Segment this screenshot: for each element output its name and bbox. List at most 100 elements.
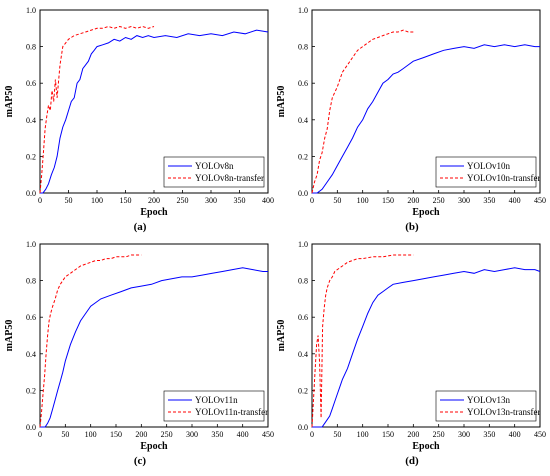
y-tick-label: 0.8	[26, 43, 36, 52]
plot-frame	[311, 9, 541, 194]
y-tick-label: 0.2	[26, 386, 36, 395]
x-tick-label: 50	[65, 196, 73, 205]
legend-box	[435, 156, 537, 188]
x-tick-label: 0	[310, 196, 314, 205]
x-axis-label: Epoch	[140, 207, 168, 218]
x-tick-label: 300	[186, 430, 198, 439]
y-tick-label: 0.0	[298, 423, 308, 432]
y-tick-label: 0.8	[26, 277, 36, 286]
x-tick-label: 300	[458, 196, 470, 205]
y-axis-label: mAP50	[4, 86, 15, 118]
x-axis-label: Epoch	[412, 441, 440, 452]
legend-entry-1: YOLOv10n-transfer	[467, 173, 540, 183]
y-tick-label: 0.4	[26, 116, 36, 125]
x-tick-label: 100	[357, 430, 369, 439]
x-tick-label: 350	[234, 196, 246, 205]
series-line-1	[311, 254, 414, 428]
y-tick-label: 1.0	[298, 6, 308, 15]
legend-entry-0: YOLOv10n	[467, 161, 510, 171]
y-tick-label: 0.6	[26, 313, 36, 322]
legend-entry-1: YOLOv11n-transfer	[195, 407, 268, 417]
panel-label: (c)	[134, 455, 147, 467]
x-tick-label: 100	[85, 430, 97, 439]
x-axis-label: Epoch	[412, 207, 440, 218]
x-tick-label: 400	[509, 430, 521, 439]
y-tick-label: 0.2	[26, 152, 36, 161]
series-line-0	[312, 267, 541, 428]
x-tick-label: 300	[458, 430, 470, 439]
series-line-1	[39, 25, 155, 194]
x-tick-label: 50	[61, 430, 69, 439]
y-tick-label: 0.0	[298, 189, 308, 198]
series-line-0	[312, 44, 540, 194]
x-tick-label: 0	[38, 196, 42, 205]
x-tick-label: 400	[509, 196, 521, 205]
x-tick-label: 100	[357, 196, 369, 205]
series-line-1	[311, 29, 414, 194]
x-tick-label: 300	[205, 196, 217, 205]
x-tick-label: 0	[310, 430, 314, 439]
y-tick-label: 0.6	[298, 313, 308, 322]
x-tick-label: 200	[407, 430, 419, 439]
series-line-1	[39, 254, 142, 428]
x-tick-label: 250	[161, 430, 173, 439]
y-tick-label: 0.6	[26, 79, 36, 88]
y-tick-label: 1.0	[298, 240, 308, 249]
y-tick-label: 0.8	[298, 43, 308, 52]
x-tick-label: 150	[110, 430, 122, 439]
y-tick-label: 1.0	[26, 6, 36, 15]
y-tick-label: 0.4	[298, 116, 308, 125]
x-tick-label: 350	[483, 196, 495, 205]
x-tick-label: 250	[433, 430, 445, 439]
legend-entry-0: YOLOv8n	[195, 161, 234, 171]
x-tick-label: 200	[148, 196, 160, 205]
chart-panel-1: 0 50 100 150 200 250 300 350 400 450 0.0 0.2 0.4 0.6 0…	[276, 6, 546, 233]
x-tick-label: 200	[407, 196, 419, 205]
x-tick-label: 450	[262, 430, 274, 439]
chart-panel-3: 0 50 100 150 200 250 300 350 400 450 0.0 0.2 0.4 0.6 0…	[276, 240, 546, 467]
y-tick-label: 0.0	[26, 423, 36, 432]
x-tick-label: 350	[211, 430, 223, 439]
x-tick-label: 450	[534, 196, 546, 205]
x-tick-label: 50	[333, 196, 341, 205]
y-tick-label: 0.4	[26, 350, 36, 359]
panel-label: (d)	[405, 455, 419, 467]
panel-label: (a)	[134, 221, 147, 233]
y-axis-label: mAP50	[276, 320, 287, 352]
x-tick-label: 200	[135, 430, 147, 439]
legend-entry-0: YOLOv11n	[195, 395, 238, 405]
x-tick-label: 150	[382, 196, 394, 205]
y-tick-label: 0.8	[298, 277, 308, 286]
x-tick-label: 100	[91, 196, 103, 205]
plot-frame	[39, 243, 269, 428]
x-axis-label: Epoch	[140, 441, 168, 452]
x-tick-label: 350	[483, 430, 495, 439]
legend-box	[163, 390, 265, 422]
x-tick-label: 150	[120, 196, 132, 205]
x-tick-label: 250	[433, 196, 445, 205]
x-tick-label: 50	[333, 430, 341, 439]
series-line-0	[40, 29, 269, 194]
x-tick-label: 250	[177, 196, 189, 205]
x-tick-label: 450	[534, 430, 546, 439]
y-tick-label: 0.2	[298, 152, 308, 161]
chart-panel-0: 0 50 100 150 200 250 300 350 400 0.0 0.2 0.4 0.6 0.8 1…	[4, 6, 274, 233]
legend-box	[163, 156, 265, 188]
y-tick-label: 0.4	[298, 350, 308, 359]
y-axis-label: mAP50	[276, 86, 287, 118]
y-tick-label: 0.6	[298, 79, 308, 88]
chart-panel-2: 0 50 100 150 200 250 300 350 400 450 0.0 0.2 0.4 0.6 0…	[4, 240, 274, 467]
x-tick-label: 150	[382, 430, 394, 439]
series-line-0	[40, 267, 268, 428]
y-tick-label: 1.0	[26, 240, 36, 249]
plot-frame	[311, 243, 541, 428]
x-tick-label: 400	[237, 430, 249, 439]
y-tick-label: 0.2	[298, 386, 308, 395]
y-axis-label: mAP50	[4, 320, 15, 352]
legend-box	[435, 390, 537, 422]
panel-label: (b)	[405, 221, 419, 233]
legend-entry-1: YOLOv13n-transfer	[467, 407, 540, 417]
x-tick-label: 400	[262, 196, 274, 205]
x-tick-label: 0	[38, 430, 42, 439]
